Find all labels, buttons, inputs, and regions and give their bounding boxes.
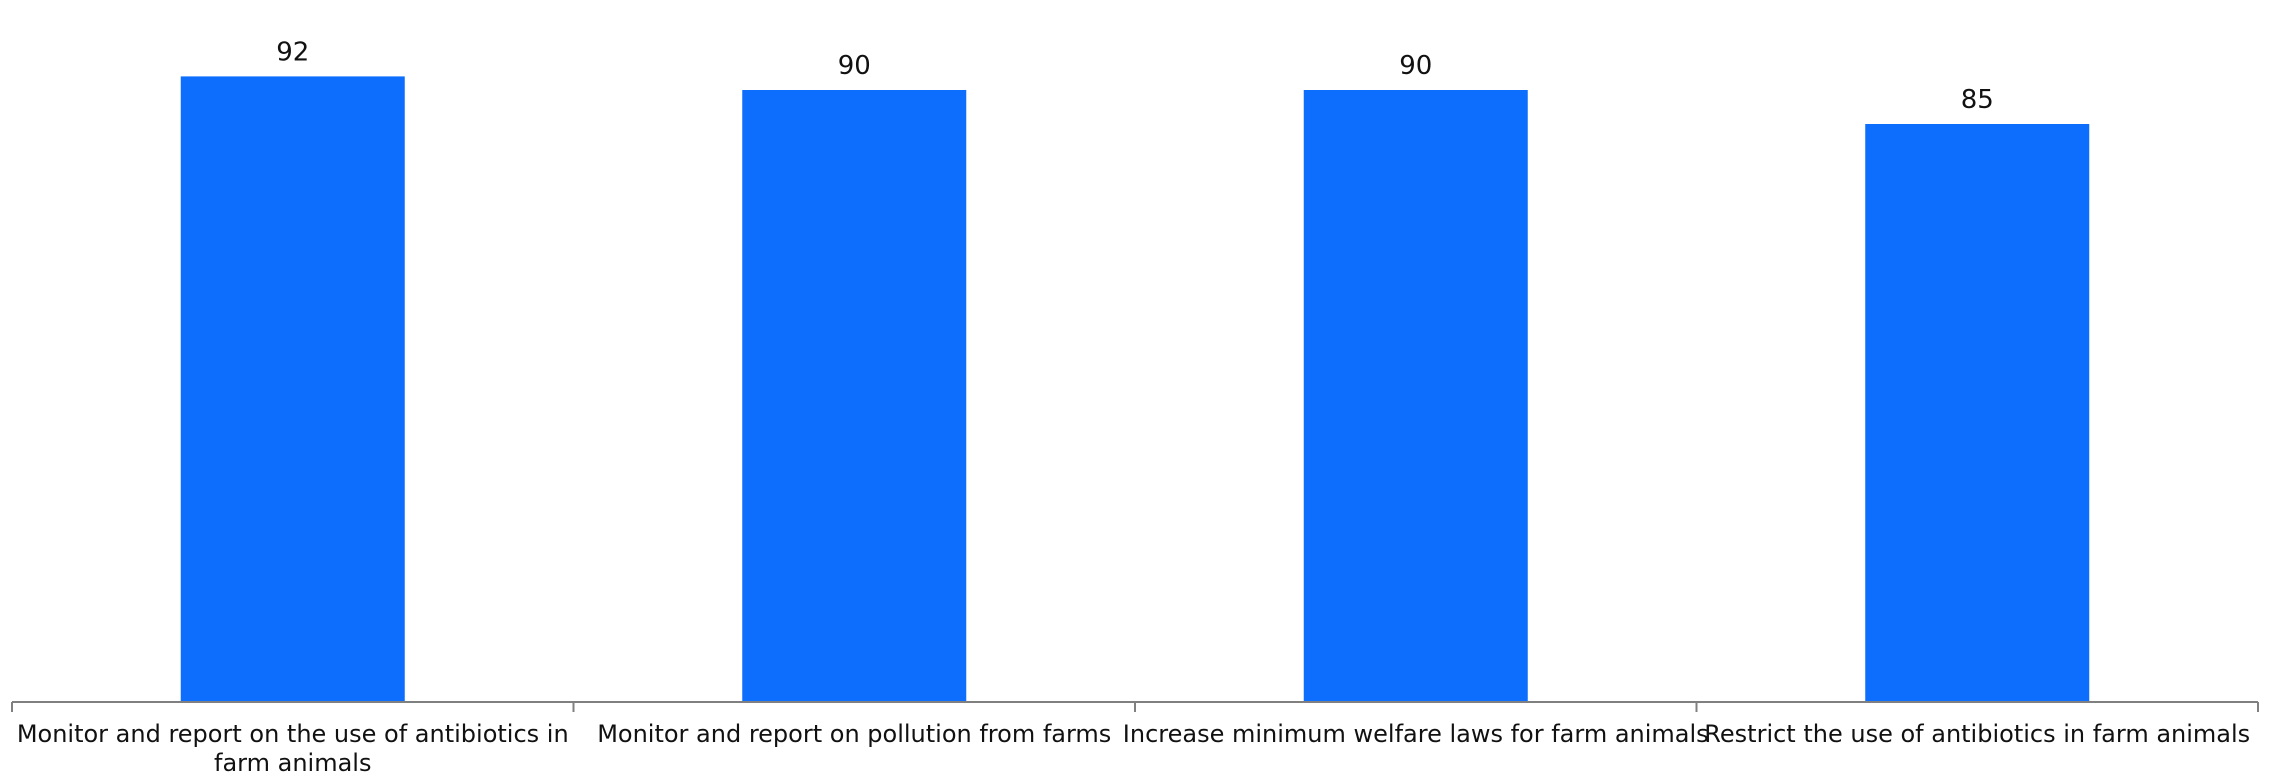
category-label: Restrict the use of antibiotics in farm … [1704,720,2250,748]
category-labels: Monitor and report on the use of antibio… [17,720,2250,773]
category-label: Increase minimum welfare laws for farm a… [1123,720,1709,748]
bar [1865,124,2090,702]
bar-value-label: 90 [838,51,871,81]
bar-value-label: 85 [1961,85,1994,115]
bars [180,76,2090,702]
bar-value-label: 90 [1399,51,1432,81]
bar [1303,90,1528,702]
bar [180,76,405,702]
bar-value-label: 92 [276,37,309,67]
x-axis-ticks [11,702,2259,712]
category-label: Monitor and report on pollution from far… [597,720,1111,748]
category-label: Monitor and report on the use of antibio… [17,720,569,773]
bar [742,90,967,702]
data-labels: 92 90 90 85 [276,37,1994,115]
